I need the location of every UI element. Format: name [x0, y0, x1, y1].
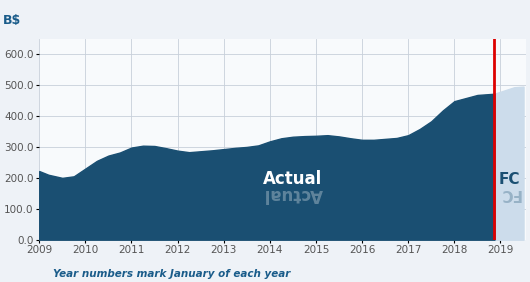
Text: Year numbers mark January of each year: Year numbers mark January of each year — [53, 269, 290, 279]
Text: Actual: Actual — [263, 170, 323, 188]
Text: FC: FC — [499, 172, 520, 187]
Text: FC: FC — [499, 186, 520, 201]
Text: B$: B$ — [3, 14, 21, 27]
Text: Actual: Actual — [263, 185, 323, 203]
